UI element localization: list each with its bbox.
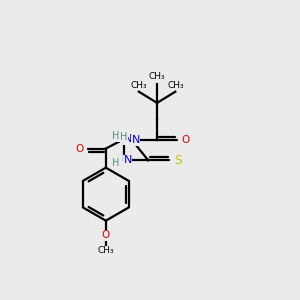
Text: CH₃: CH₃ [130, 81, 147, 90]
Text: S: S [174, 154, 182, 167]
Text: H: H [120, 132, 127, 142]
Text: H: H [112, 158, 119, 168]
Text: CH₃: CH₃ [98, 246, 114, 255]
Text: O: O [102, 230, 110, 240]
Text: O: O [75, 143, 83, 154]
Text: H: H [112, 131, 119, 141]
Text: CH₃: CH₃ [149, 72, 165, 81]
Text: N: N [123, 155, 132, 165]
Text: CH₃: CH₃ [167, 81, 184, 90]
Text: N: N [131, 135, 140, 145]
Text: O: O [181, 135, 190, 145]
Text: N: N [123, 134, 132, 144]
